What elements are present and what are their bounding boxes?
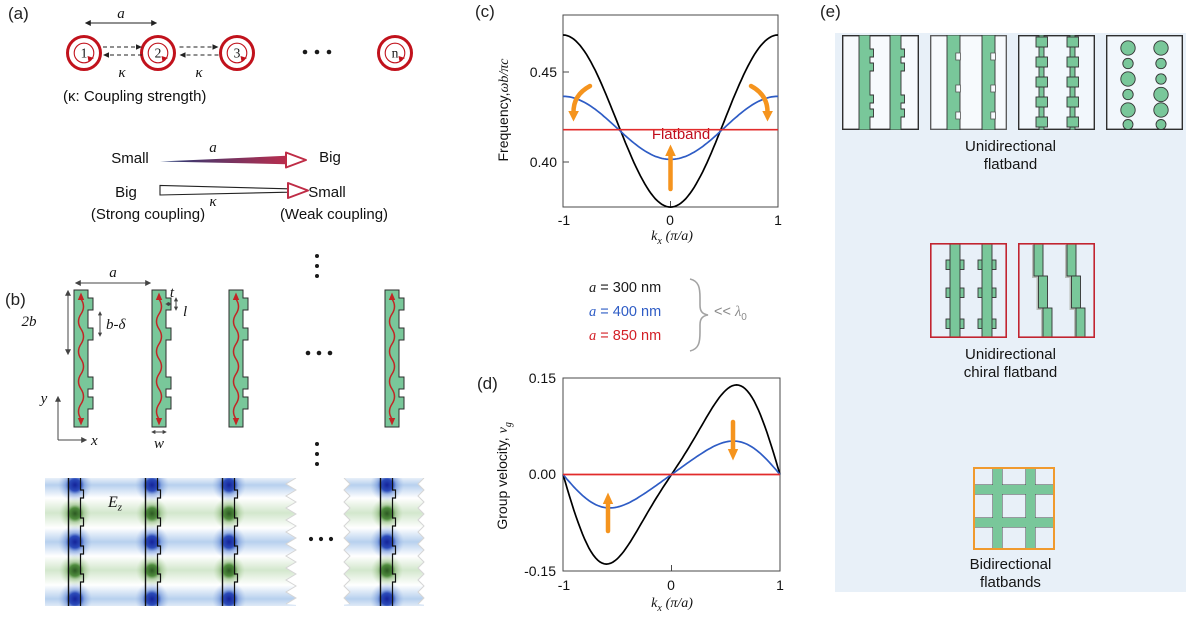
ring-resonator-chain-diagram: a 1 2 3 n xyxy=(66,6,413,81)
dim-2b-label: 2b xyxy=(22,314,38,330)
arrow-head-icon xyxy=(665,144,676,156)
strong-coupling-caption: (Strong coupling) xyxy=(90,206,206,223)
svg-text:1: 1 xyxy=(81,46,88,61)
ez-field-profile: Ez xyxy=(45,478,436,606)
panel-c-label: (c) xyxy=(475,2,495,21)
coupling-arrows-2-3 xyxy=(179,46,219,56)
ellipsis-dots xyxy=(302,49,332,55)
panel-e-label: (e) xyxy=(820,2,841,21)
c-ytick-040: 0.40 xyxy=(529,154,557,170)
row-k-left-label: Big xyxy=(115,184,137,201)
lattice-constant-label: a xyxy=(117,6,125,22)
a-symbol-label: a xyxy=(209,140,217,156)
panel-a-label: (a) xyxy=(8,4,29,23)
dim-a-label: a xyxy=(109,265,117,281)
d-xtick-0: 0 xyxy=(667,577,675,593)
coupling-arrows-1-2 xyxy=(103,46,142,56)
row-k-right-label: Small xyxy=(308,184,346,201)
vertical-ellipsis-top xyxy=(315,254,319,278)
structure-box-circles xyxy=(1106,35,1183,130)
dim-l-label: l xyxy=(183,304,187,320)
vertical-ellipsis-bottom xyxy=(315,442,319,466)
arrow-head-icon xyxy=(285,151,307,169)
arrow-head-icon xyxy=(762,111,773,122)
kappa-label: κ xyxy=(118,65,126,81)
band-structure-plot xyxy=(562,14,779,208)
y-axis-label: y xyxy=(39,391,48,407)
legend-item-850nm: a = 850 nm xyxy=(589,328,662,344)
caption-unidirectional-chiral-flatband: Unidirectional chiral flatband xyxy=(963,346,1058,381)
circulation-arrow-icon xyxy=(161,56,168,62)
tick-marks xyxy=(563,474,672,571)
arrow-head-icon xyxy=(568,111,579,122)
a-mapping-arrow-body xyxy=(160,155,286,165)
kappa-label: κ xyxy=(195,65,203,81)
structure-box-blocks xyxy=(1018,35,1095,130)
coupling-strength-note: (κ: Coupling strength) xyxy=(63,88,207,105)
arrow-head-icon xyxy=(136,44,142,50)
arrow-head-icon xyxy=(287,182,309,199)
arrow-head-icon xyxy=(212,44,219,50)
c-xtick-neg1: -1 xyxy=(557,212,571,228)
d-xtick-1: 1 xyxy=(776,577,784,593)
circulation-arrow-icon xyxy=(398,56,405,62)
ring-resonator-1: 1 xyxy=(66,35,102,71)
d-ytick-015: 0.15 xyxy=(528,370,556,386)
tick-marks xyxy=(563,71,671,207)
row-a-left-label: Small xyxy=(111,150,149,167)
coupling-mapping-arrows: a κ xyxy=(159,140,309,210)
row-a-right-label: Big xyxy=(319,149,341,166)
weak-coupling-caption: (Weak coupling) xyxy=(279,206,389,223)
panel-b-label: (b) xyxy=(5,290,26,309)
field-blobs-and-waveguides xyxy=(58,478,436,606)
dim-w-label: w xyxy=(154,436,164,452)
grating-structure-diagram: a 2b b-δ t l w y x xyxy=(22,254,405,466)
circulation-arrow-icon xyxy=(240,56,247,62)
kappa-mapping-arrow-body xyxy=(159,184,289,196)
ez-label: Ez xyxy=(107,494,123,514)
horizontal-ellipsis xyxy=(305,350,333,356)
band-bend-right-arrow xyxy=(748,83,770,116)
caption-bidirectional-flatbands: Bidirectional flatbands xyxy=(969,556,1052,591)
structure-box-staircase xyxy=(1018,243,1095,338)
arrow-head-icon xyxy=(727,449,739,461)
dim-bdelta-label: b-δ xyxy=(106,317,126,333)
c-xtick-1: 1 xyxy=(774,212,782,228)
arrow-head-icon xyxy=(103,52,109,58)
ring-resonator-3: 3 xyxy=(219,35,255,71)
structure-box-grid xyxy=(973,467,1055,550)
svg-text:3: 3 xyxy=(234,46,241,61)
legend-subwavelength-note: << λ0 xyxy=(714,304,747,323)
group-velocity-curves xyxy=(562,384,781,565)
ring-resonator-2: 2 xyxy=(140,35,176,71)
d-ytick-neg015: -0.15 xyxy=(524,563,556,579)
arrow-head-icon xyxy=(602,492,614,504)
c-ytick-045: 0.45 xyxy=(529,64,557,80)
caption-unidirectional-flatband: Unidirectional flatband xyxy=(965,138,1056,173)
legend-item-300nm: a = 300 nm xyxy=(589,280,662,296)
svg-text:n: n xyxy=(392,46,399,61)
x-axis-label: x xyxy=(90,433,98,449)
structure-box-double-teeth xyxy=(930,243,1007,338)
group-velocity-plot xyxy=(562,377,781,572)
d-xtick-neg1: -1 xyxy=(557,577,571,593)
arrow-head-icon xyxy=(179,52,186,58)
d-x-axis-title: kx (π/a) xyxy=(651,596,693,614)
c-xtick-0: 0 xyxy=(666,212,674,228)
legend-brace xyxy=(689,278,709,352)
band-bend-left-arrow xyxy=(571,83,593,116)
circulation-arrow-icon xyxy=(87,56,94,62)
legend-item-400nm: a = 400 nm xyxy=(589,304,662,320)
d-ytick-000: 0.00 xyxy=(528,466,556,482)
structure-box-teeth xyxy=(842,35,919,130)
svg-text:2: 2 xyxy=(155,46,162,61)
panel-d-label: (d) xyxy=(477,374,498,393)
kappa-symbol-label: κ xyxy=(209,194,217,210)
c-x-axis-title: kx (π/a) xyxy=(651,229,693,247)
ring-resonator-n: n xyxy=(377,35,413,71)
dim-t-label: t xyxy=(170,285,175,301)
structure-box-notches xyxy=(930,35,1007,130)
